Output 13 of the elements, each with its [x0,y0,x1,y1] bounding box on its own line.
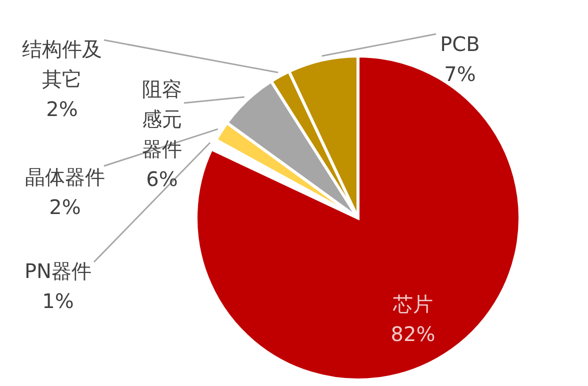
data-label: 1% [42,289,74,313]
slice-label: 结构件及其它 [22,37,102,91]
slice-label: 芯片 [392,292,433,316]
slice-label: PN器件 [24,259,92,283]
slice-label: 晶体器件 [25,165,105,189]
data-label: 2% [46,97,78,121]
slice-label: 阻容感元器件 [142,77,182,161]
data-label: 7% [444,62,476,86]
data-label: 2% [49,195,81,219]
slice-label: PCB [440,32,480,56]
pie-slice [194,54,522,382]
data-label: 6% [146,167,178,191]
data-label: 82% [390,322,436,346]
